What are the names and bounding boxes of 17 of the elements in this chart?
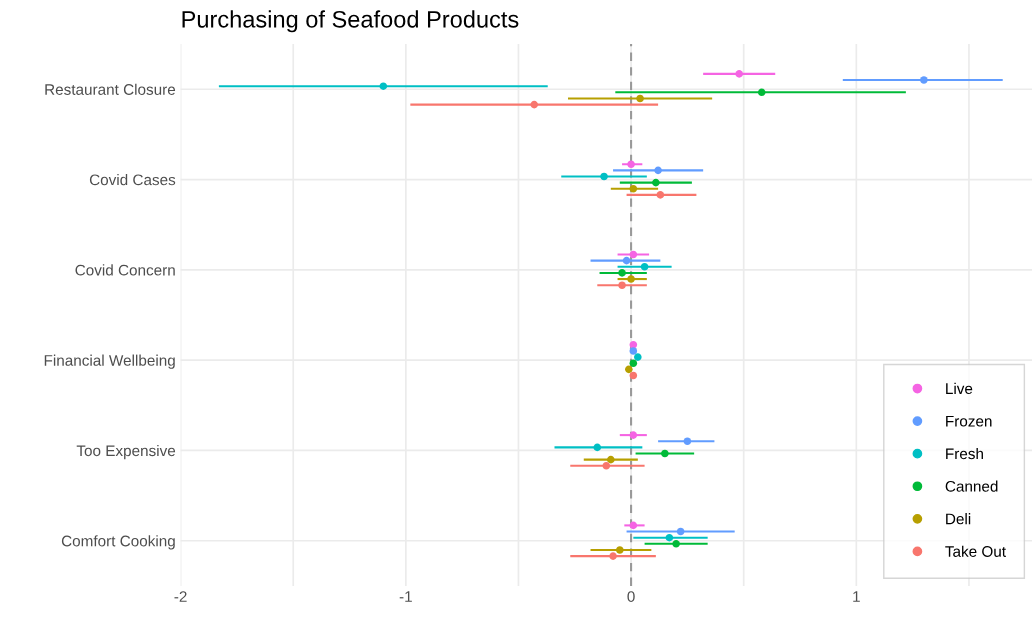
legend-label: Frozen [946,415,992,427]
y-tick-label: Restaurant Closure [45,83,176,95]
x-tick-label: -2 [174,591,187,602]
x-tick-label: 1 [853,591,860,602]
x-tick-label: -1 [399,591,412,602]
chart-title: Purchasing of Seafood Products [182,10,519,33]
y-tick-label: Financial Wellbeing [44,354,175,369]
y-tick-label: Comfort Cooking [61,535,175,550]
legend-label: Canned [945,480,998,492]
legend-label: Live [946,382,973,395]
legend-label: Deli [946,513,971,525]
legend-label: Take Out [945,545,1006,557]
y-tick-label: Covid Concern [75,264,175,276]
y-tick-label: Covid Cases [89,174,176,186]
x-tick-label: 0 [627,591,635,602]
legend-label: Fresh [946,447,983,460]
y-tick-label: Too Expensive [76,444,176,460]
